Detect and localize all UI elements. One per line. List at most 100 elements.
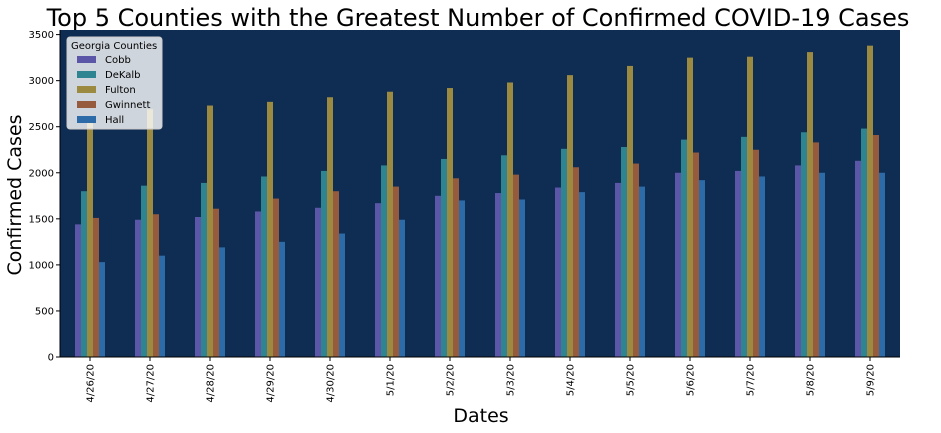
legend: Georgia Counties Cobb DeKalb Fulton Gwinnet… <box>66 36 163 130</box>
bar-hall-9 <box>639 186 645 357</box>
bar-hall-12 <box>819 172 825 357</box>
bar-fulton-12 <box>807 52 813 358</box>
bar-hall-2 <box>219 247 225 357</box>
bar-dekalb-0 <box>81 191 87 357</box>
bar-gwinnett-6 <box>453 178 459 357</box>
bar-cobb-12 <box>795 165 801 357</box>
bar-fulton-2 <box>207 105 213 357</box>
x-tick-label: 5/3/20 <box>506 364 517 396</box>
bar-cobb-5 <box>375 203 381 357</box>
bar-gwinnett-8 <box>573 167 579 357</box>
bar-dekalb-11 <box>741 136 747 357</box>
y-tick-label: 3000 <box>29 76 54 87</box>
bar-dekalb-6 <box>441 158 447 357</box>
bar-gwinnett-0 <box>93 217 99 357</box>
bar-hall-11 <box>759 176 765 357</box>
y-tick-label: 2000 <box>29 168 54 179</box>
x-tick-label: 4/28/20 <box>206 364 217 403</box>
bar-cobb-13 <box>855 160 861 357</box>
bar-fulton-4 <box>327 97 333 358</box>
bar-gwinnett-10 <box>693 152 699 357</box>
bar-gwinnett-12 <box>813 142 819 357</box>
legend-label-dekalb: DeKalb <box>105 70 141 81</box>
bar-dekalb-10 <box>681 139 687 357</box>
x-tick-label: 4/29/20 <box>266 364 277 403</box>
bar-fulton-8 <box>567 75 573 357</box>
bar-gwinnett-7 <box>513 174 519 357</box>
legend-title: Georgia Counties <box>71 41 157 52</box>
y-tick-label: 0 <box>48 353 54 364</box>
bar-hall-4 <box>339 233 345 357</box>
bar-hall-13 <box>879 172 885 357</box>
bar-cobb-2 <box>195 216 201 357</box>
bar-fulton-5 <box>387 91 393 357</box>
bar-dekalb-1 <box>141 185 147 357</box>
bar-hall-8 <box>579 192 585 357</box>
bar-cobb-9 <box>615 182 621 357</box>
bar-hall-10 <box>699 180 705 357</box>
legend-label-cobb: Cobb <box>105 55 131 66</box>
bar-gwinnett-1 <box>153 214 159 357</box>
bar-fulton-0 <box>87 118 93 358</box>
legend-swatch-gwinnett <box>77 101 96 108</box>
legend-label-fulton: Fulton <box>105 85 136 96</box>
bar-gwinnett-3 <box>273 198 279 357</box>
bar-cobb-7 <box>495 193 501 357</box>
y-axis: 0 500 1000 1500 2000 2500 3000 3500 <box>29 30 61 364</box>
bar-dekalb-7 <box>501 155 507 357</box>
x-tick-label: 5/9/20 <box>866 364 877 396</box>
x-tick-label: 5/6/20 <box>686 364 697 396</box>
bar-cobb-1 <box>135 219 141 357</box>
bar-fulton-9 <box>627 65 633 358</box>
x-axis: 4/26/20 4/27/20 4/28/20 4/29/20 4/30/20 5/1/2… <box>60 356 900 403</box>
bar-dekalb-5 <box>381 165 387 357</box>
y-tick-label: 1000 <box>29 260 54 271</box>
bar-dekalb-3 <box>261 176 267 357</box>
bar-cobb-3 <box>255 211 261 357</box>
bars-layer <box>75 45 885 358</box>
chart-title: Top 5 Counties with the Greatest Number … <box>46 4 910 32</box>
y-tick-label: 2500 <box>29 122 54 133</box>
bar-fulton-1 <box>147 109 153 357</box>
legend-swatch-hall <box>77 116 96 123</box>
legend-label-hall: Hall <box>105 115 124 126</box>
bar-hall-6 <box>459 200 465 357</box>
bar-fulton-10 <box>687 57 693 357</box>
bar-dekalb-12 <box>801 132 807 357</box>
bar-gwinnett-5 <box>393 186 399 357</box>
bar-hall-1 <box>159 255 165 357</box>
x-tick-label: 5/5/20 <box>626 364 637 396</box>
bar-dekalb-13 <box>861 128 867 357</box>
bar-dekalb-2 <box>201 182 207 357</box>
bar-hall-7 <box>519 199 525 357</box>
bar-dekalb-8 <box>561 148 567 357</box>
bar-hall-3 <box>279 241 285 357</box>
bar-dekalb-9 <box>621 146 627 357</box>
x-tick-label: 4/26/20 <box>86 364 97 403</box>
x-tick-label: 4/27/20 <box>146 364 157 403</box>
bar-gwinnett-4 <box>333 191 339 357</box>
bar-cobb-10 <box>675 172 681 357</box>
legend-swatch-cobb <box>77 56 96 63</box>
plot-area <box>60 30 900 357</box>
bar-fulton-11 <box>747 56 753 358</box>
bar-cobb-6 <box>435 195 441 357</box>
bar-gwinnett-9 <box>633 163 639 357</box>
legend-label-gwinnett: Gwinnett <box>105 100 150 111</box>
bar-fulton-13 <box>867 45 873 357</box>
bar-fulton-6 <box>447 88 453 357</box>
bar-fulton-7 <box>507 82 513 357</box>
x-tick-label: 5/2/20 <box>446 364 457 396</box>
x-tick-label: 4/30/20 <box>326 364 337 403</box>
bar-gwinnett-11 <box>753 149 759 357</box>
y-tick-label: 1500 <box>29 214 54 225</box>
x-axis-label: Dates <box>453 405 508 427</box>
legend-swatch-dekalb <box>77 71 96 78</box>
bar-hall-5 <box>399 219 405 357</box>
bar-hall-0 <box>99 262 105 357</box>
legend-swatch-fulton <box>77 86 96 93</box>
bar-cobb-4 <box>315 207 321 357</box>
bar-cobb-0 <box>75 224 81 357</box>
bar-dekalb-4 <box>321 170 327 357</box>
